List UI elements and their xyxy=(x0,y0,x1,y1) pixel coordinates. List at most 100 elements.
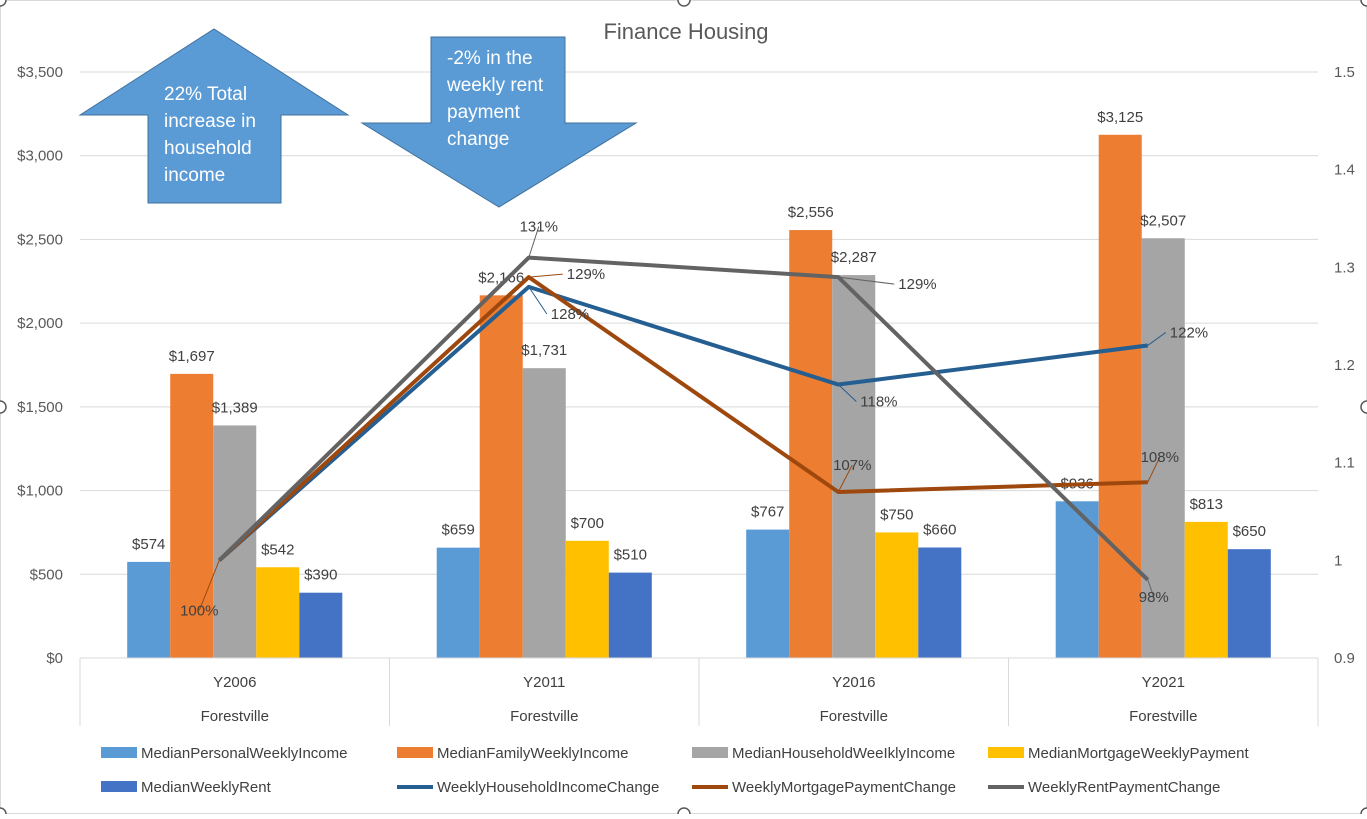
series-line xyxy=(217,255,1150,582)
legend-label: WeeklyHouseholdIncomeChange xyxy=(437,779,659,796)
y-right-tick-label: 1.1 xyxy=(1334,455,1355,472)
line-label-leader xyxy=(528,226,540,258)
y-right-tick-label: 1.4 xyxy=(1334,162,1355,179)
chart-title: Finance Housing xyxy=(603,19,768,44)
bar-data-label: $1,697 xyxy=(169,348,215,365)
bar xyxy=(1227,549,1271,658)
legend-swatch xyxy=(988,747,1024,758)
line-data-label: 100% xyxy=(180,602,218,619)
down-arrow-shape xyxy=(360,36,638,208)
bar xyxy=(608,572,652,658)
y-left-tick-label: $1,000 xyxy=(17,483,63,500)
legend-swatch xyxy=(692,747,728,758)
bar-data-label: $1,389 xyxy=(212,399,258,416)
line-data-label: 122% xyxy=(1170,324,1208,341)
down-arrow-text: -2% in the weekly rent payment change xyxy=(447,48,544,150)
x-group-label: Forestville xyxy=(201,708,269,725)
y-left-tick-label: $3,000 xyxy=(17,148,63,165)
bar xyxy=(746,529,790,658)
y-right-tick-label: 1 xyxy=(1334,552,1342,569)
line-label-leader xyxy=(1147,456,1161,483)
bar xyxy=(299,592,343,658)
line-data-label: 128% xyxy=(551,306,589,323)
bar-data-label: $700 xyxy=(571,515,604,532)
legend: MedianPersonalWeeklyIncome MedianFamilyWe… xyxy=(101,745,1249,796)
y-left-tick-label: $2,000 xyxy=(17,315,63,332)
legend-swatch xyxy=(101,747,137,758)
bar-series xyxy=(127,134,1271,659)
bar-data-label: $659 xyxy=(442,522,475,539)
bar-data-labels: $574$659$767$936$1,697$2,166$2,556$3,125… xyxy=(132,109,1266,584)
frame-handle-top[interactable] xyxy=(677,0,691,7)
x-group-label: Forestville xyxy=(820,708,888,725)
line-data-label: 118% xyxy=(860,394,897,411)
bar-data-label: $813 xyxy=(1190,496,1223,513)
y-left-tick-label: $0 xyxy=(46,650,63,667)
bar-data-label: $2,507 xyxy=(1140,212,1186,229)
bar-data-label: $767 xyxy=(751,504,784,521)
x-tick-label: Y2016 xyxy=(832,674,875,691)
x-tick-label: Y2006 xyxy=(213,674,256,691)
series-line xyxy=(217,275,1148,562)
line-label-leader xyxy=(528,286,548,315)
bar-data-label: $510 xyxy=(614,547,647,564)
line-label-leader xyxy=(1147,332,1167,346)
legend-label: MedianMortgageWeeklyPayment xyxy=(1028,745,1249,762)
line-data-labels: 128% 118% 122% 100% 129% 107% 108% 131% 129% 98% xyxy=(180,219,1208,620)
bar xyxy=(1141,238,1185,658)
y-right-tick-label: 0.9 xyxy=(1334,650,1355,667)
line-data-label: 131% xyxy=(520,219,558,236)
frame-handle-left[interactable] xyxy=(0,400,7,414)
legend-label: MedianFamilyWeeklyIncome xyxy=(437,745,628,762)
bar-data-label: $2,287 xyxy=(831,249,877,266)
bar-data-label: $3,125 xyxy=(1097,109,1143,126)
y-right-tick-label: 1.5 xyxy=(1334,64,1355,81)
bar xyxy=(436,547,480,658)
line-data-label: 129% xyxy=(898,276,936,293)
bar-data-label: $390 xyxy=(304,567,337,584)
bar xyxy=(565,540,609,658)
frame-handle-top-right[interactable] xyxy=(1360,0,1367,7)
bar xyxy=(256,567,300,658)
bar xyxy=(213,425,257,658)
y-left-tick-label: $2,500 xyxy=(17,231,63,248)
bar xyxy=(918,547,962,658)
line-label-leader xyxy=(837,384,857,402)
legend-swatch xyxy=(397,747,433,758)
line-label-leader xyxy=(838,276,895,285)
bar-data-label: $650 xyxy=(1233,523,1266,540)
bar-data-label: $1,731 xyxy=(521,342,567,359)
bar xyxy=(479,295,523,658)
series-line xyxy=(217,284,1149,562)
y-right-tick-label: 1.3 xyxy=(1334,259,1355,276)
line-data-label: 108% xyxy=(1141,449,1179,466)
line-label-leader xyxy=(1147,579,1155,598)
frame-handle-right[interactable] xyxy=(1360,400,1367,414)
legend-swatch xyxy=(101,781,137,792)
y-left-tick-label: $1,500 xyxy=(17,399,63,416)
y-axis-right: 0.9 1 1.1 1.2 1.3 1.4 1.5 xyxy=(1334,64,1355,667)
x-tick-label: Y2011 xyxy=(523,674,565,691)
y-axis-left: $0 $500 $1,000 $1,500 $2,000 $2,500 $3,000 $3,5… xyxy=(17,64,63,667)
x-tick-label: Y2021 xyxy=(1142,674,1185,691)
bar xyxy=(1098,134,1142,659)
bar xyxy=(789,230,833,659)
up-arrow-text: 22% Total increase in household income xyxy=(164,84,256,186)
line-label-leader xyxy=(837,464,853,493)
bar xyxy=(522,368,566,658)
frame-handle-bottom[interactable] xyxy=(677,807,691,819)
x-group-label: Forestville xyxy=(1129,708,1197,725)
y-right-tick-label: 1.2 xyxy=(1334,357,1355,374)
bar-data-label: $542 xyxy=(261,541,294,558)
line-data-label: 129% xyxy=(567,266,605,283)
y-left-tick-label: $3,500 xyxy=(17,64,63,81)
frame-handle-top-left[interactable] xyxy=(0,0,7,7)
line-series xyxy=(217,255,1150,582)
bar xyxy=(832,275,876,658)
bar-data-label: $574 xyxy=(132,536,165,553)
up-arrow-shape xyxy=(78,28,350,204)
legend-label: WeeklyRentPaymentChange xyxy=(1028,779,1220,796)
line-data-label: 98% xyxy=(1139,589,1169,606)
